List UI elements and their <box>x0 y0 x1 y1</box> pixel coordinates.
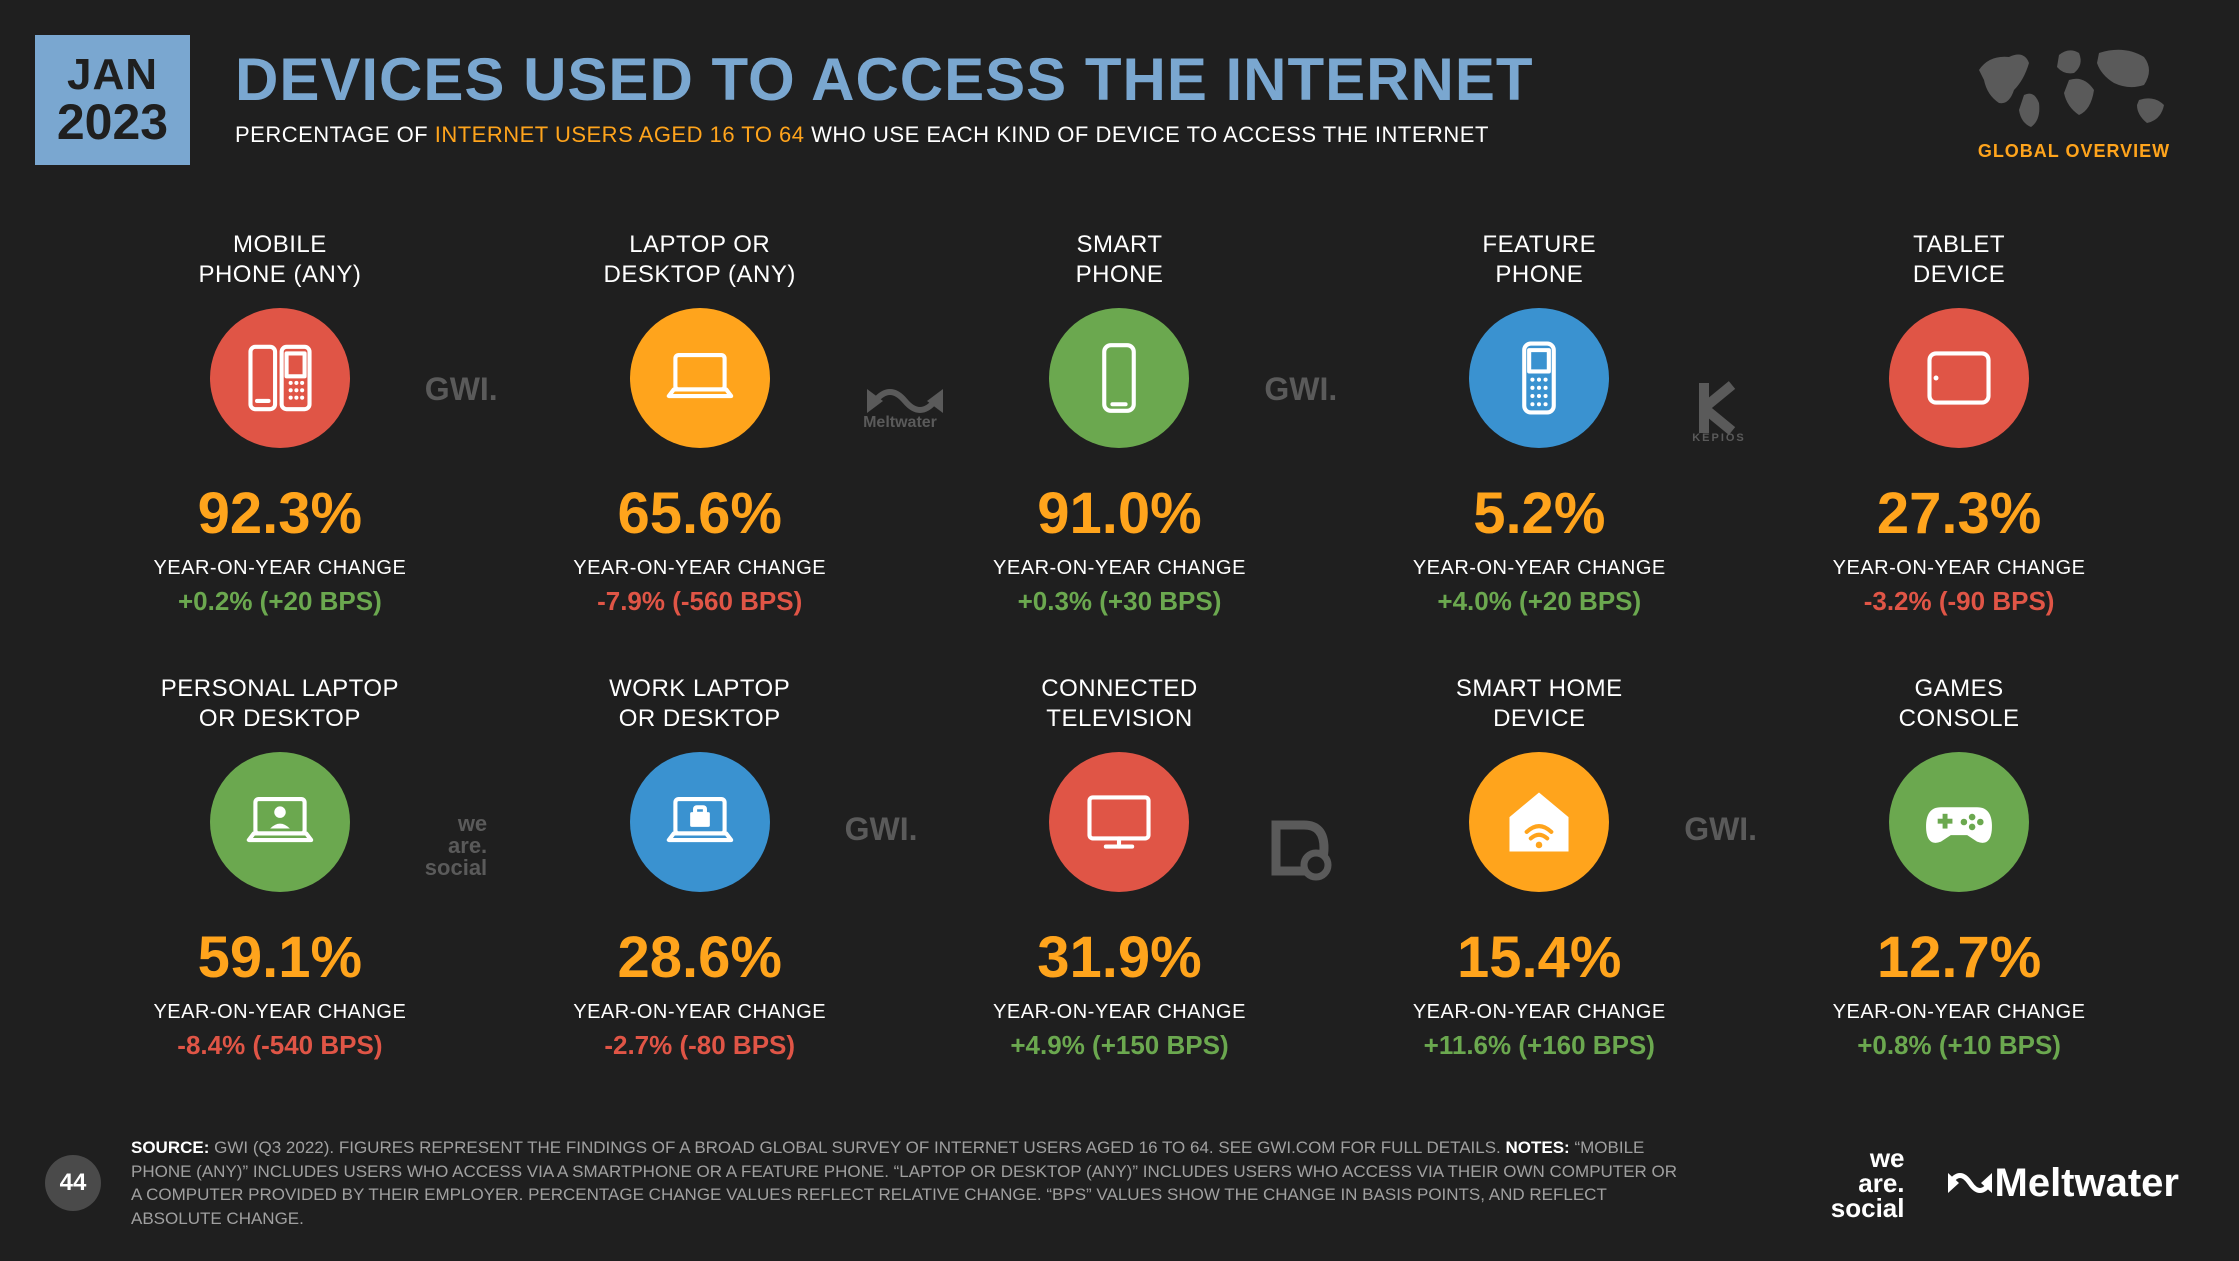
stats-grid: MOBILE PHONE (ANY) 92.3% YEAR-ON-YEAR CH… <box>70 228 2169 1061</box>
stat-value: 92.3% <box>198 480 362 547</box>
laptop-work-icon <box>630 752 770 892</box>
title-block: DEVICES USED TO ACCESS THE INTERNET PERC… <box>235 45 1534 148</box>
stat-cell: SMART PHONE 91.0% YEAR-ON-YEAR CHANGE +0… <box>910 228 1330 617</box>
yoy-value: +4.9% (+150 BPS) <box>1010 1030 1228 1061</box>
stat-cell: WORK LAPTOP OR DESKTOP 28.6% YEAR-ON-YEA… <box>490 672 910 1061</box>
stat-label: PERSONAL LAPTOP OR DESKTOP <box>161 672 399 734</box>
stat-value: 5.2% <box>1473 480 1605 547</box>
tv-icon <box>1049 752 1189 892</box>
meltwater-icon <box>1945 1158 1995 1208</box>
gamepad-icon <box>1889 752 2029 892</box>
yoy-value: -3.2% (-90 BPS) <box>1864 586 2055 617</box>
stat-cell: FEATURE PHONE 5.2% YEAR-ON-YEAR CHANGE +… <box>1329 228 1749 617</box>
yoy-label: YEAR-ON-YEAR CHANGE <box>153 557 406 580</box>
page-subtitle: PERCENTAGE OF INTERNET USERS AGED 16 TO … <box>235 122 1534 148</box>
stat-value: 65.6% <box>617 480 781 547</box>
stat-value: 15.4% <box>1457 924 1621 991</box>
yoy-value: +0.3% (+30 BPS) <box>1018 586 1222 617</box>
stat-label: MOBILE PHONE (ANY) <box>198 228 361 290</box>
laptop-user-icon <box>210 752 350 892</box>
global-overview-label: GLOBAL OVERVIEW <box>1969 141 2179 162</box>
date-year: 2023 <box>57 97 168 147</box>
stat-cell: PERSONAL LAPTOP OR DESKTOP 59.1% YEAR-ON… <box>70 672 490 1061</box>
page-title: DEVICES USED TO ACCESS THE INTERNET <box>235 45 1534 114</box>
stat-label: SMART PHONE <box>1076 228 1164 290</box>
date-month: JAN <box>67 53 158 97</box>
yoy-value: +0.8% (+10 BPS) <box>1857 1030 2061 1061</box>
yoy-value: -2.7% (-80 BPS) <box>604 1030 795 1061</box>
we-are-social-logo: we are. social <box>1831 1146 1905 1220</box>
world-map-icon <box>1969 35 2179 135</box>
stat-cell: SMART HOME DEVICE 15.4% YEAR-ON-YEAR CHA… <box>1329 672 1749 1061</box>
meltwater-logo: Meltwater <box>1945 1158 2180 1208</box>
stat-value: 31.9% <box>1037 924 1201 991</box>
yoy-value: -8.4% (-540 BPS) <box>177 1030 382 1061</box>
mobile-any-icon <box>210 308 350 448</box>
stat-value: 28.6% <box>617 924 781 991</box>
yoy-value: +4.0% (+20 BPS) <box>1437 586 1641 617</box>
stat-label: FEATURE PHONE <box>1482 228 1596 290</box>
footnote: SOURCE: GWI (Q3 2022). FIGURES REPRESENT… <box>131 1136 1691 1231</box>
date-badge: JAN 2023 <box>35 35 190 165</box>
yoy-value: +0.2% (+20 BPS) <box>178 586 382 617</box>
laptop-icon <box>630 308 770 448</box>
yoy-label: YEAR-ON-YEAR CHANGE <box>573 1001 826 1024</box>
stat-label: LAPTOP OR DESKTOP (ANY) <box>604 228 796 290</box>
feature-phone-icon <box>1469 308 1609 448</box>
stat-cell: CONNECTED TELEVISION 31.9% YEAR-ON-YEAR … <box>910 672 1330 1061</box>
stat-cell: LAPTOP OR DESKTOP (ANY) 65.6% YEAR-ON-YE… <box>490 228 910 617</box>
stat-cell: TABLET DEVICE 27.3% YEAR-ON-YEAR CHANGE … <box>1749 228 2169 617</box>
yoy-label: YEAR-ON-YEAR CHANGE <box>1833 557 2086 580</box>
yoy-label: YEAR-ON-YEAR CHANGE <box>1833 1001 2086 1024</box>
stat-label: CONNECTED TELEVISION <box>1041 672 1198 734</box>
yoy-value: -7.9% (-560 BPS) <box>597 586 802 617</box>
stat-value: 91.0% <box>1037 480 1201 547</box>
smartphone-icon <box>1049 308 1189 448</box>
stat-value: 12.7% <box>1877 924 2041 991</box>
yoy-label: YEAR-ON-YEAR CHANGE <box>993 1001 1246 1024</box>
stat-cell: MOBILE PHONE (ANY) 92.3% YEAR-ON-YEAR CH… <box>70 228 490 617</box>
global-overview-badge: GLOBAL OVERVIEW <box>1969 35 2179 162</box>
yoy-label: YEAR-ON-YEAR CHANGE <box>153 1001 406 1024</box>
stat-label: SMART HOME DEVICE <box>1456 672 1623 734</box>
page-number: 44 <box>45 1155 101 1211</box>
stat-cell: GAMES CONSOLE 12.7% YEAR-ON-YEAR CHANGE … <box>1749 672 2169 1061</box>
stat-label: TABLET DEVICE <box>1913 228 2005 290</box>
yoy-label: YEAR-ON-YEAR CHANGE <box>1413 557 1666 580</box>
stat-value: 27.3% <box>1877 480 2041 547</box>
yoy-label: YEAR-ON-YEAR CHANGE <box>1413 1001 1666 1024</box>
smart-home-icon <box>1469 752 1609 892</box>
yoy-label: YEAR-ON-YEAR CHANGE <box>573 557 826 580</box>
yoy-value: +11.6% (+160 BPS) <box>1424 1030 1655 1061</box>
stat-label: GAMES CONSOLE <box>1899 672 2020 734</box>
footer: 44 SOURCE: GWI (Q3 2022). FIGURES REPRES… <box>45 1136 2179 1231</box>
tablet-icon <box>1889 308 2029 448</box>
yoy-label: YEAR-ON-YEAR CHANGE <box>993 557 1246 580</box>
stat-label: WORK LAPTOP OR DESKTOP <box>609 672 790 734</box>
stat-value: 59.1% <box>198 924 362 991</box>
